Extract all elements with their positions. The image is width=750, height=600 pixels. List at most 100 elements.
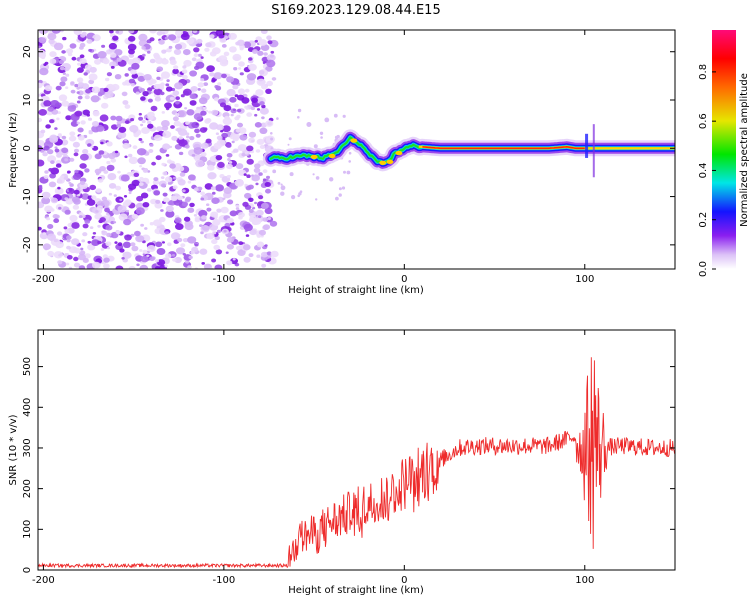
noise-speck [177,237,183,243]
noise-speck [105,77,110,82]
noise-speck [166,79,170,82]
noise-speck [101,102,109,109]
noise-speck [185,121,190,125]
noise-speck [183,59,192,67]
noise-speck [164,36,169,40]
noise-speck [96,205,104,211]
noise-speck [259,127,268,134]
noise-speck [256,254,261,258]
colorbar-ticks: 0.0 0.2 0.4 0.6 0.8 [698,64,716,277]
noise-speck [162,241,165,244]
noise-speck [82,223,89,229]
noise-speck [297,108,302,113]
noise-speck [238,127,247,134]
noise-speck [88,117,92,121]
noise-speck [174,30,184,37]
noise-speck [267,217,272,220]
noise-speck [131,213,139,220]
noise-speck [77,135,85,141]
noise-speck [128,153,133,158]
noise-speck [223,51,230,57]
noise-speck [70,104,77,110]
noise-speck [39,67,49,76]
noise-speck [261,116,265,120]
noise-speck [171,135,178,141]
noise-speck [87,244,96,251]
noise-speck [105,212,109,216]
noise-speck [189,94,196,99]
noise-speck [189,136,195,141]
noise-speck [72,173,82,180]
noise-speck [92,110,100,117]
noise-speck [256,78,266,87]
noise-speck [135,207,145,215]
noise-speck [213,244,220,251]
noise-speck [158,85,164,90]
ridge-hotspot [386,159,394,164]
noise-speck [208,110,212,114]
noise-speck [260,202,269,210]
noise-speck [235,128,241,133]
noise-speck [200,56,204,59]
ridge-hotspot [310,154,318,160]
noise-speck [109,61,117,68]
noise-speck [194,243,199,247]
noise-speck [38,109,47,116]
noise-speck [95,124,105,132]
noise-speck [124,120,130,124]
noise-speck [187,265,192,269]
noise-speck [142,249,148,254]
noise-speck [170,232,181,240]
noise-speck [92,232,97,235]
noise-speck [71,238,80,246]
noise-speck [127,43,137,51]
noise-speck [188,255,193,260]
noise-speck [178,139,188,147]
noise-speck [155,57,164,64]
noise-speck [235,207,240,210]
noise-speck [272,169,277,174]
noise-speck [204,183,213,190]
noise-speck [315,198,318,201]
noise-speck [70,120,79,127]
noise-speck [116,120,122,125]
noise-speck [183,88,192,96]
noise-speck [115,115,123,122]
noise-speck [140,223,145,227]
noise-speck [107,173,117,181]
noise-speck [256,241,265,248]
noise-speck [200,197,205,201]
noise-speck [201,262,205,265]
noise-speck [161,32,166,35]
x-tick-label: -200 [32,274,55,285]
noise-speck [175,223,184,231]
noise-speck [149,222,154,226]
noise-speck [242,41,252,48]
colorbar-gradient [712,30,736,269]
noise-speck [206,65,215,72]
noise-speck [119,248,125,253]
noise-speck [74,148,79,153]
noise-speck [77,82,85,88]
noise-speck [226,217,234,224]
noise-speck [164,264,168,268]
noise-speck [336,134,340,139]
noise-speck [43,100,52,107]
noise-speck [177,166,185,172]
noise-speck [225,251,229,254]
noise-speck [116,57,122,62]
noise-speck [53,251,64,259]
noise-speck [49,119,55,124]
noise-speck [190,86,198,92]
noise-speck [38,186,43,191]
noise-speck [136,195,144,202]
noise-speck [262,178,267,182]
noise-speck [114,74,122,80]
noise-speck [260,44,270,51]
noise-speck [122,81,128,86]
noise-speck [313,144,318,149]
noise-speck [195,61,205,69]
noise-speck [142,91,149,97]
noise-speck [191,121,200,129]
noise-speck [188,174,196,181]
